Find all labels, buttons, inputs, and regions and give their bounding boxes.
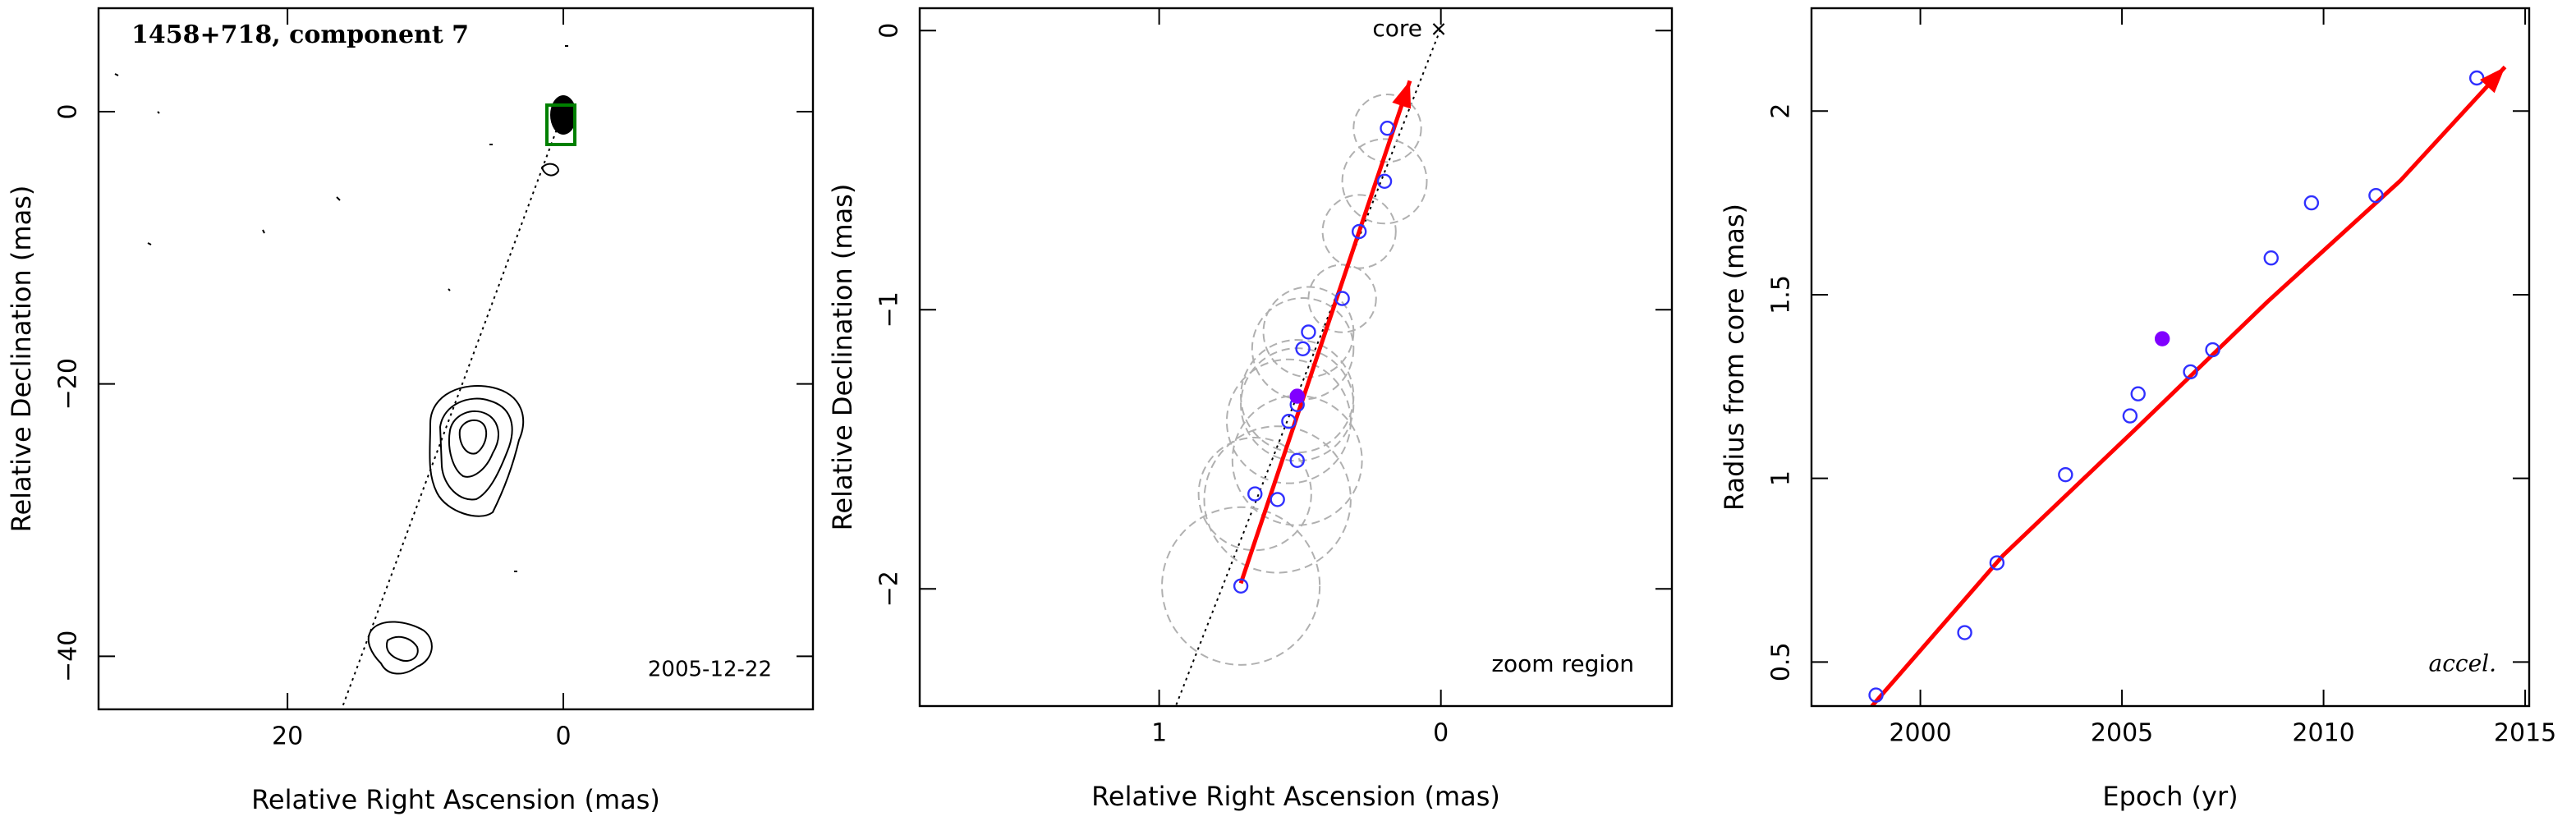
data-point [1957,625,1972,640]
data-point [2303,195,2320,211]
data-point [1233,578,1249,594]
data-point [2205,342,2220,358]
annotation: core [1372,15,1422,42]
contour [114,45,568,572]
x-tick-label: 20 [272,722,303,751]
data-point [1334,291,1350,306]
error-circle [1307,264,1377,333]
data-point [1989,555,2005,571]
data-point [1868,687,1884,703]
y-tick-label: 1.5 [1767,275,1796,314]
y-tick-label: 0 [54,103,83,119]
error-circle [1341,138,1428,225]
x-tick-label: 0 [1433,719,1449,748]
contour [429,384,525,517]
error-circle [1225,358,1352,484]
contour [458,419,488,455]
x-axis-label: Epoch (yr) [2102,781,2238,812]
y-tick-label: −1 [875,291,904,328]
y-tick-label: −40 [54,631,83,682]
contour [540,163,560,177]
x-tick-label: 2000 [1889,719,1951,748]
y-tick-label: 0 [875,23,904,39]
data-point [2122,408,2138,424]
x-tick-label: 2005 [2091,719,2153,748]
plot-area [1161,80,1428,666]
x-axis-label: Relative Right Ascension (mas) [1091,781,1500,812]
zoom-box [545,103,576,146]
y-tick-label: 1 [1767,470,1796,486]
data-point [2058,466,2073,483]
y-axis-label: Radius from core (mas) [1719,204,1750,511]
frame [1810,7,2531,708]
track-line [1174,29,1441,706]
data-point [1270,492,1285,507]
x-axis-label: Relative Right Ascension (mas) [251,784,660,815]
data-point [1289,452,1305,468]
contour [367,621,433,675]
x-tick-label: 2010 [2292,719,2354,748]
core-blob [550,95,576,135]
error-circle [1161,506,1321,666]
x-tick-label: 0 [555,722,571,751]
core-marker: × [1430,17,1448,42]
data-point [2468,70,2485,86]
data-point [1247,486,1263,502]
fit-curve [1870,65,2507,706]
annotation: 2005-12-22 [648,658,772,682]
motion-arrow [1238,80,1412,585]
y-tick-label: −2 [875,571,904,607]
data-point [1351,223,1367,240]
contour-map [114,45,576,709]
data-point [1289,388,1305,404]
y-tick-label: 0.5 [1767,642,1796,681]
data-point [1295,341,1311,356]
data-point [1281,414,1297,429]
error-circle [1240,347,1355,462]
frame [97,7,815,711]
y-tick-label: 2 [1767,103,1796,119]
error-circle [1197,436,1312,552]
arrowhead [2480,67,2505,94]
data-point [2183,364,2198,380]
plot-area [1868,65,2507,706]
data-point [2368,187,2384,204]
contour [386,635,419,662]
contour [448,410,499,478]
y-axis-label: Relative Declination (mas) [827,184,858,531]
data-point [2154,331,2170,346]
track [1174,29,1441,706]
y-axis-label: Relative Declination (mas) [6,186,37,533]
arrowhead [1392,80,1412,109]
error-circle [1240,338,1355,454]
data-point [2130,386,2146,401]
annotation: accel. [2429,650,2496,677]
contour [439,397,513,501]
data-point [1380,120,1395,136]
x-tick-label: 2015 [2494,719,2556,748]
error-circle [1203,425,1352,574]
error-circle [1352,94,1422,163]
x-tick-label: 1 [1151,719,1167,748]
data-point [1301,324,1316,340]
y-tick-label: −20 [54,358,83,410]
annotation: zoom region [1491,650,1634,677]
data-point [1376,173,1393,190]
frame [918,7,1674,708]
data-point [2263,250,2279,266]
error-circle [1321,194,1397,269]
chart-title: 1458+718, component 7 [131,21,469,49]
